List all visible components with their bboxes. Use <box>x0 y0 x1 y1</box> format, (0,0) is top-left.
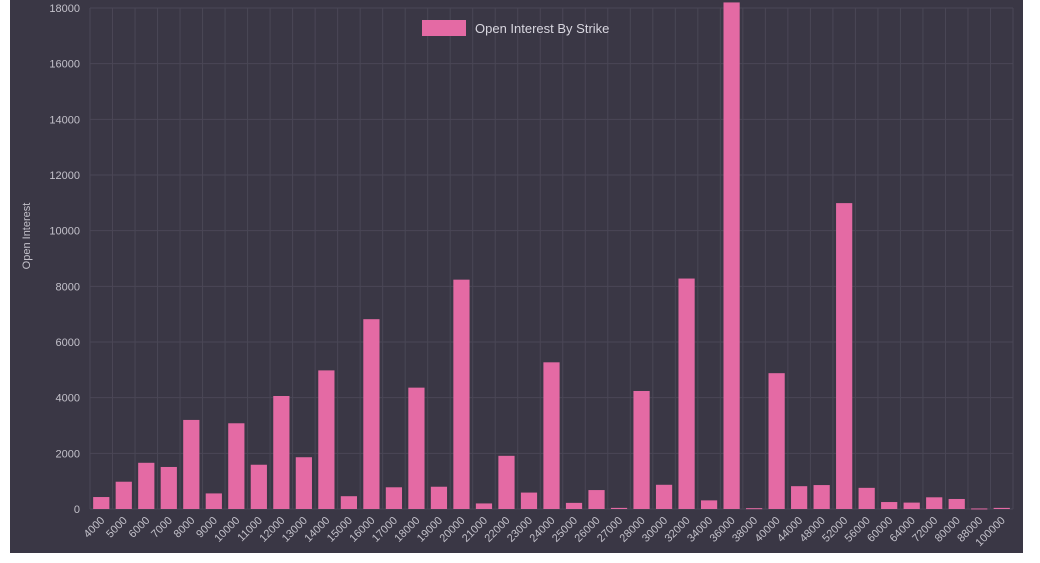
bar-30000[interactable] <box>655 484 673 509</box>
x-axis-ticks: 4000500060007000800090001000011000120001… <box>82 515 1008 549</box>
y-tick-label: 4000 <box>56 393 80 405</box>
bar-24000[interactable] <box>543 362 560 509</box>
chart-panel: 0 2000 4000 6000 8000 10000 12000 14000 16000 180… <box>10 0 1023 553</box>
open-interest-chart: 0 2000 4000 6000 8000 10000 12000 14000 16000 180… <box>21 2 1014 549</box>
bar-9000[interactable] <box>205 493 222 509</box>
legend-label: Open Interest By Strike <box>475 21 609 36</box>
bar-34000[interactable] <box>700 500 718 509</box>
bar-25000[interactable] <box>565 502 583 509</box>
y-tick-label: 14000 <box>49 114 80 126</box>
bar-36000[interactable] <box>723 2 740 510</box>
bar-60000[interactable] <box>881 502 898 509</box>
y-tick-label: 18000 <box>49 3 80 15</box>
y-axis-ticks: 0 2000 4000 6000 8000 10000 12000 14000 16000 180… <box>49 3 80 516</box>
y-tick-label: 2000 <box>56 448 80 460</box>
bar-23000[interactable] <box>520 492 538 509</box>
x-tick-label: 6000 <box>127 515 153 541</box>
bar-17000[interactable] <box>385 487 403 509</box>
y-tick-label: 12000 <box>49 170 80 182</box>
bar-16000[interactable] <box>363 319 380 509</box>
bar-72000[interactable] <box>926 497 943 509</box>
bar-12000[interactable] <box>273 395 290 509</box>
bar-5000[interactable] <box>115 481 132 509</box>
bar-7000[interactable] <box>160 466 177 509</box>
bar-11000[interactable] <box>250 464 267 509</box>
bar-21000[interactable] <box>475 503 493 509</box>
y-tick-label: 16000 <box>49 59 80 71</box>
bar-27000[interactable] <box>610 507 628 509</box>
bar-8000[interactable] <box>183 419 200 509</box>
bar-6000[interactable] <box>138 462 155 509</box>
bar-18000[interactable] <box>408 387 425 509</box>
bar-19000[interactable] <box>430 486 448 509</box>
bar-40000[interactable] <box>768 373 785 509</box>
bar-20000[interactable] <box>453 279 470 509</box>
bar-26000[interactable] <box>588 490 605 509</box>
bar-88000[interactable] <box>971 508 988 510</box>
bar-4000[interactable] <box>93 497 110 509</box>
bar-13000[interactable] <box>295 457 312 509</box>
legend[interactable]: Open Interest By Strike <box>422 20 609 36</box>
bar-10000[interactable] <box>228 423 245 509</box>
y-axis-label: Open Interest <box>21 203 33 270</box>
bar-48000[interactable] <box>813 485 830 509</box>
x-tick-label: 7000 <box>149 515 175 541</box>
bar-44000[interactable] <box>791 486 808 509</box>
grid-lines <box>89 7 1014 510</box>
bar-28000[interactable] <box>633 390 650 509</box>
y-tick-label: 6000 <box>56 337 80 349</box>
bar-series <box>93 2 1010 510</box>
bar-56000[interactable] <box>858 487 875 509</box>
x-tick-label: 10000 <box>212 515 242 545</box>
y-tick-label: 8000 <box>56 281 80 293</box>
x-tick-label: 4000 <box>82 515 108 541</box>
bar-64000[interactable] <box>903 502 920 509</box>
bar-80000[interactable] <box>948 498 965 509</box>
legend-swatch <box>422 20 466 36</box>
x-tick-label: 8000 <box>172 515 198 541</box>
bar-15000[interactable] <box>340 496 357 509</box>
bar-38000[interactable] <box>746 508 763 510</box>
bar-52000[interactable] <box>836 203 853 509</box>
y-tick-label: 10000 <box>49 226 80 238</box>
y-tick-label: 0 <box>74 504 80 516</box>
bar-22000[interactable] <box>498 455 515 509</box>
x-tick-label: 5000 <box>104 515 130 541</box>
bar-100000[interactable] <box>993 507 1010 509</box>
bar-14000[interactable] <box>318 370 335 509</box>
bar-32000[interactable] <box>678 278 695 509</box>
